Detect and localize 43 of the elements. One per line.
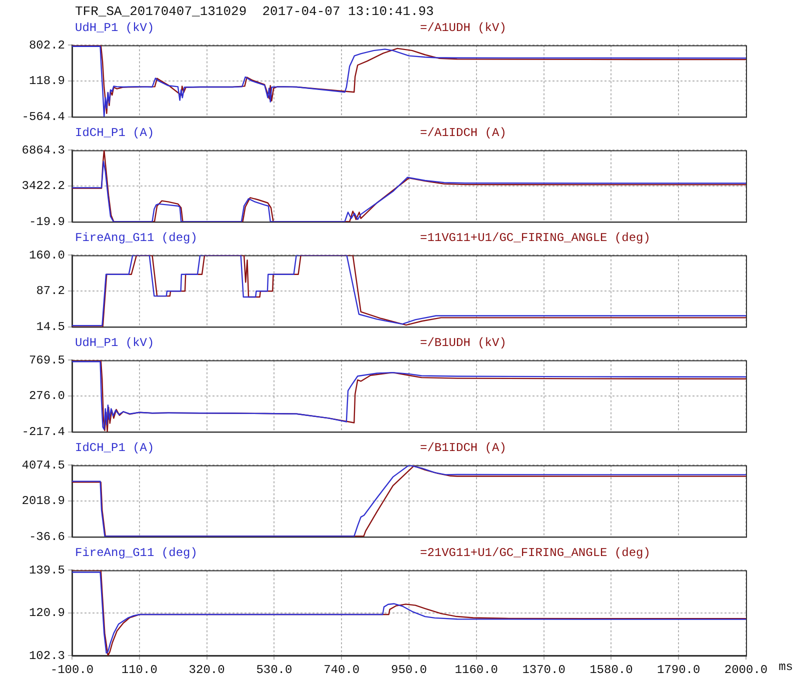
y-tick-label: 120.9	[28, 606, 65, 620]
y-tick-label: 87.2	[36, 284, 65, 298]
text: =11VG11+U1/GC_FIRING_ANGLE (deg)	[420, 231, 650, 245]
y-tick-label: 802.2	[28, 38, 65, 52]
y-tick-label: 14.5	[36, 320, 65, 334]
y-tick-label: -19.9	[28, 214, 65, 229]
series-label: FireAng_G11 (deg)	[75, 546, 198, 560]
y-tick-label: -217.4	[22, 424, 65, 439]
x-tick-label: 320.0	[188, 662, 225, 677]
series-label: =/A1UDH (kV)	[420, 21, 506, 35]
text: IdCH_P1 (A)	[75, 441, 154, 455]
series-label: UdH_P1 (kV)	[75, 336, 154, 350]
x-tick-label: 110.0	[121, 662, 158, 677]
chart-title: TFR_SA_20170407_131029 2017-04-07 13:10:41.93	[75, 4, 434, 19]
x-tick-label: 950.0	[390, 662, 428, 677]
text: =/A1IDCH (A)	[420, 126, 506, 140]
x-tick-label: 1370.0	[522, 662, 566, 677]
y-tick-label: 160.0	[28, 248, 65, 262]
series-label: =/B1IDCH (A)	[420, 441, 506, 455]
series-label: UdH_P1 (kV)	[75, 21, 154, 35]
x-tick-label: 2000.0	[724, 662, 768, 677]
y-tick-label: 118.9	[28, 74, 65, 88]
y-tick-label: -564.4	[22, 110, 65, 124]
y-tick-label: 6864.3	[22, 143, 65, 158]
text: IdCH_P1 (A)	[75, 126, 154, 140]
x-tick-label: 1160.0	[454, 662, 498, 677]
y-tick-label: 3422.2	[22, 179, 65, 194]
y-tick-label: 102.3	[28, 648, 65, 663]
y-tick-label: 276.0	[28, 389, 65, 404]
x-tick-label: -100.0	[50, 662, 94, 677]
x-tick-label: 1580.0	[590, 662, 633, 677]
x-tick-label: 740.0	[324, 662, 360, 677]
y-tick-label: 769.5	[28, 353, 65, 368]
y-tick-label: 4074.5	[22, 458, 65, 472]
series-label: FireAng_G11 (deg)	[75, 231, 198, 245]
text: =/B1UDH (kV)	[420, 336, 506, 350]
x-axis-title: ms	[778, 660, 793, 674]
text: =21VG11+U1/GC_FIRING_ANGLE (deg)	[420, 546, 650, 560]
x-tick-label: 1790.0	[656, 662, 700, 677]
x-tick-label: 530.0	[256, 662, 292, 677]
y-tick-label: 2018.9	[22, 494, 65, 508]
y-tick-label: -36.6	[28, 530, 65, 544]
y-tick-label: 139.5	[28, 563, 65, 578]
